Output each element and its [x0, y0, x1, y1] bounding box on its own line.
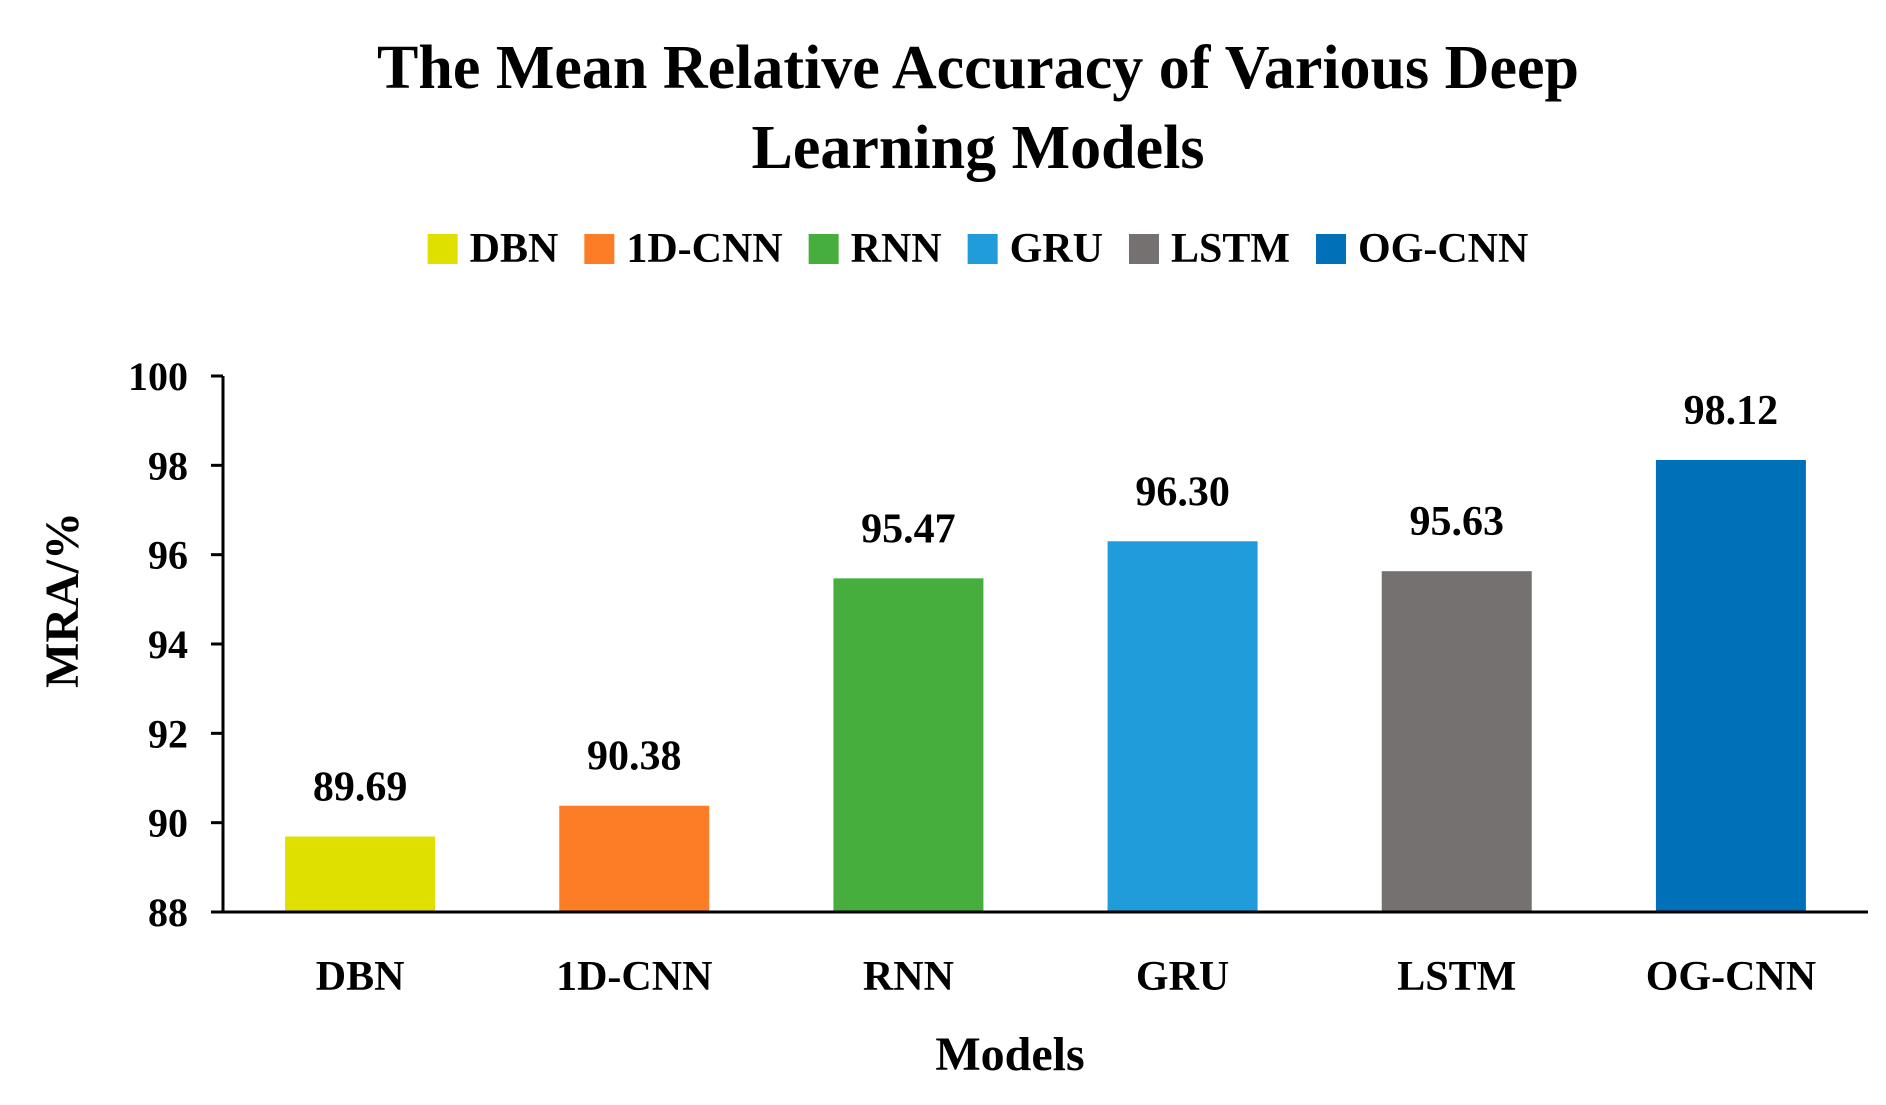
y-axis-title: MRA/% — [36, 512, 89, 688]
axes — [221, 376, 1868, 914]
y-tick-label: 100 — [128, 354, 188, 399]
legend: DBN 1D-CNN RNN GRU LSTM OG-CNN — [427, 226, 1528, 272]
plot-area: 89.69 90.38 95.47 96.30 95.63 98.12 — [285, 388, 1806, 912]
y-tick-label: 94 — [148, 622, 188, 667]
legend-swatch — [808, 234, 839, 264]
legend-item-lstm: LSTM — [1128, 226, 1290, 272]
x-tick-label-gru: GRU — [1136, 954, 1229, 1000]
bar-og-cnn — [1655, 459, 1806, 912]
chart-title-line-2: Learning Models — [752, 114, 1205, 182]
value-label-1d-cnn: 90.38 — [587, 734, 682, 780]
y-tick-label: 90 — [148, 801, 188, 846]
legend-item-1d-cnn: 1D-CNN — [584, 226, 783, 272]
chart-title-line-1: The Mean Relative Accuracy of Various De… — [377, 34, 1579, 102]
legend-label: LSTM — [1171, 226, 1290, 272]
x-axis-categories: DBN 1D-CNN RNN GRU LSTM OG-CNN — [316, 954, 1816, 1000]
legend-swatch — [1128, 234, 1159, 264]
legend-item-rnn: RNN — [808, 226, 942, 272]
legend-swatch — [967, 234, 998, 264]
legend-item-gru: GRU — [967, 226, 1103, 272]
y-tick-label: 88 — [148, 890, 188, 935]
legend-swatch — [427, 234, 458, 264]
y-tick-label: 96 — [148, 533, 188, 578]
legend-item-og-cnn: OG-CNN — [1316, 226, 1528, 272]
value-label-gru: 96.30 — [1135, 469, 1230, 515]
y-axis-ticks: 88 90 92 94 96 98 100 — [128, 354, 223, 935]
x-tick-label-rnn: RNN — [863, 954, 954, 1000]
value-label-lstm: 95.63 — [1410, 499, 1505, 545]
value-label-rnn: 95.47 — [861, 506, 956, 552]
legend-label: 1D-CNN — [626, 226, 782, 272]
chart-title: The Mean Relative Accuracy of Various De… — [377, 34, 1579, 182]
bar-gru — [1107, 541, 1258, 912]
bar-rnn — [833, 578, 984, 912]
bar-1d-cnn — [559, 805, 710, 912]
bar-lstm — [1381, 571, 1532, 912]
y-tick-label: 98 — [148, 443, 188, 488]
x-tick-label-og-cnn: OG-CNN — [1646, 954, 1816, 1000]
x-tick-label-lstm: LSTM — [1397, 954, 1516, 1000]
value-label-dbn: 89.69 — [313, 765, 408, 811]
legend-swatch — [1316, 234, 1347, 264]
bar-dbn — [285, 836, 436, 912]
legend-label: RNN — [851, 226, 942, 272]
legend-swatch — [584, 234, 615, 264]
y-tick-label: 92 — [148, 711, 188, 756]
legend-label: GRU — [1010, 226, 1103, 272]
legend-label: OG-CNN — [1358, 226, 1528, 272]
value-label-og-cnn: 98.12 — [1684, 388, 1779, 434]
x-axis-title: Models — [935, 1028, 1084, 1081]
legend-label: DBN — [470, 226, 559, 272]
x-tick-label-1d-cnn: 1D-CNN — [556, 954, 712, 1000]
legend-item-dbn: DBN — [427, 226, 559, 272]
x-tick-label-dbn: DBN — [316, 954, 405, 1000]
